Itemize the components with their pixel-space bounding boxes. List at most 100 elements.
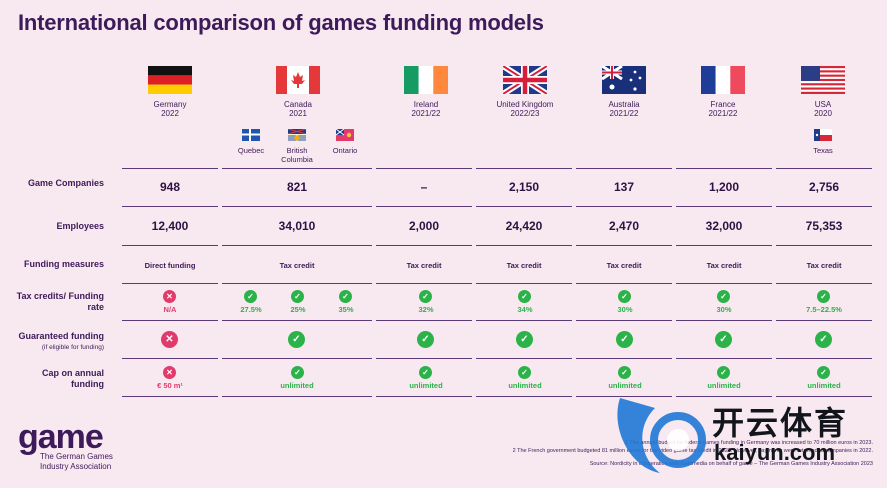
companies-value: 821 xyxy=(286,180,308,194)
divider xyxy=(676,358,772,359)
cap-value: unlimited xyxy=(508,381,542,390)
check-icon: ✓ xyxy=(288,331,305,348)
divider xyxy=(222,283,372,284)
check-icon: ✓ xyxy=(815,331,832,348)
divider xyxy=(122,168,218,169)
texas-flag-icon xyxy=(814,129,832,141)
rate-value: 35% xyxy=(338,305,354,314)
country-name: Ireland xyxy=(413,100,439,109)
divider xyxy=(122,320,218,321)
row-label-guaranteed: Guaranteed funding (if eligible for fund… xyxy=(10,331,105,353)
row-label-cap: Cap on annual funding xyxy=(41,368,104,389)
cap-value: unlimited xyxy=(707,381,741,390)
companies-value: 948 xyxy=(159,180,181,194)
country-year: 2021/22 xyxy=(708,109,738,118)
divider xyxy=(122,396,218,397)
country-name: Australia xyxy=(608,100,640,109)
rate-value: 25% xyxy=(290,305,306,314)
employees-value: 2,470 xyxy=(608,219,640,233)
country-year: 2021 xyxy=(289,109,307,118)
quebec-flag-icon xyxy=(242,129,260,141)
check-icon: ✓ xyxy=(339,290,352,303)
divider xyxy=(476,283,572,284)
employees-value: 32,000 xyxy=(705,219,743,233)
footnote-2: 2 The French government budgeted 81 mill… xyxy=(512,448,873,454)
divider xyxy=(376,245,472,246)
divider xyxy=(122,206,218,207)
measure-value: Tax credit xyxy=(606,261,642,270)
rate-value: N/A xyxy=(163,305,177,314)
divider xyxy=(576,245,672,246)
check-icon: ✓ xyxy=(291,366,304,379)
divider xyxy=(676,168,772,169)
rate-value: 7.5–22.5% xyxy=(806,305,842,314)
row-label-rate: Tax credits/ Funding rate xyxy=(16,291,104,312)
source-note: Source: Nordicity in cooperation with Go… xyxy=(589,461,873,467)
country-year: 2022/23 xyxy=(510,109,540,118)
divider xyxy=(222,396,372,397)
watermark-text: 开云体育 xyxy=(712,405,849,441)
country-name: USA xyxy=(814,100,832,109)
divider xyxy=(476,206,572,207)
check-icon: ✓ xyxy=(618,366,631,379)
row-label-guaranteed-text: Guaranteed funding xyxy=(18,331,105,341)
companies-value: 2,756 xyxy=(808,180,840,194)
measure-value: Direct funding xyxy=(144,261,196,270)
rate-value: 30% xyxy=(617,305,633,314)
rate-value: 34% xyxy=(517,305,533,314)
divider xyxy=(476,320,572,321)
employees-value: 75,353 xyxy=(805,219,843,233)
divider xyxy=(776,283,872,284)
footnote-1: 1 The annual budget for federal games fu… xyxy=(624,440,873,446)
state-name: Texas xyxy=(813,146,833,155)
country-name: Germany xyxy=(153,100,187,109)
divider xyxy=(776,206,872,207)
divider xyxy=(476,358,572,359)
rate-value: 27.5% xyxy=(240,305,262,314)
measure-value: Tax credit xyxy=(279,261,315,270)
check-icon: ✓ xyxy=(717,366,730,379)
measure-value: Tax credit xyxy=(406,261,442,270)
divider xyxy=(676,245,772,246)
check-icon: ✓ xyxy=(518,366,531,379)
employees-value: 2,000 xyxy=(408,219,440,233)
province-name: British Columbia xyxy=(281,146,313,164)
check-icon: ✓ xyxy=(717,290,730,303)
rate-value: 30% xyxy=(716,305,732,314)
row-label-measures: Funding measures xyxy=(23,259,104,269)
divider xyxy=(476,168,572,169)
divider xyxy=(576,396,672,397)
row-label-employees: Employees xyxy=(56,221,104,231)
divider xyxy=(776,396,872,397)
divider xyxy=(776,320,872,321)
logo-subtitle-line2: Industry Association xyxy=(40,462,112,471)
check-icon: ✓ xyxy=(291,290,304,303)
divider xyxy=(122,283,218,284)
country-year: 2022 xyxy=(161,109,179,118)
cap-value: unlimited xyxy=(280,381,314,390)
divider xyxy=(376,206,472,207)
divider xyxy=(676,396,772,397)
check-icon: ✓ xyxy=(518,290,531,303)
cap-value: unlimited xyxy=(409,381,443,390)
france-flag-icon xyxy=(701,66,745,94)
divider xyxy=(676,206,772,207)
divider xyxy=(222,206,372,207)
divider xyxy=(376,396,472,397)
divider xyxy=(222,168,372,169)
divider xyxy=(576,320,672,321)
divider xyxy=(222,245,372,246)
divider xyxy=(476,245,572,246)
province-name: Quebec xyxy=(237,146,265,155)
uk-flag-icon xyxy=(503,66,547,94)
companies-value: 2,150 xyxy=(508,180,540,194)
province-name: Ontario xyxy=(332,146,358,155)
australia-flag-icon xyxy=(602,66,646,94)
country-year: 2021/22 xyxy=(609,109,639,118)
divider xyxy=(576,283,672,284)
employees-value: 24,420 xyxy=(505,219,543,233)
country-name: France xyxy=(710,100,736,109)
divider xyxy=(576,168,672,169)
measure-value: Tax credit xyxy=(506,261,542,270)
usa-flag-icon xyxy=(801,66,845,94)
